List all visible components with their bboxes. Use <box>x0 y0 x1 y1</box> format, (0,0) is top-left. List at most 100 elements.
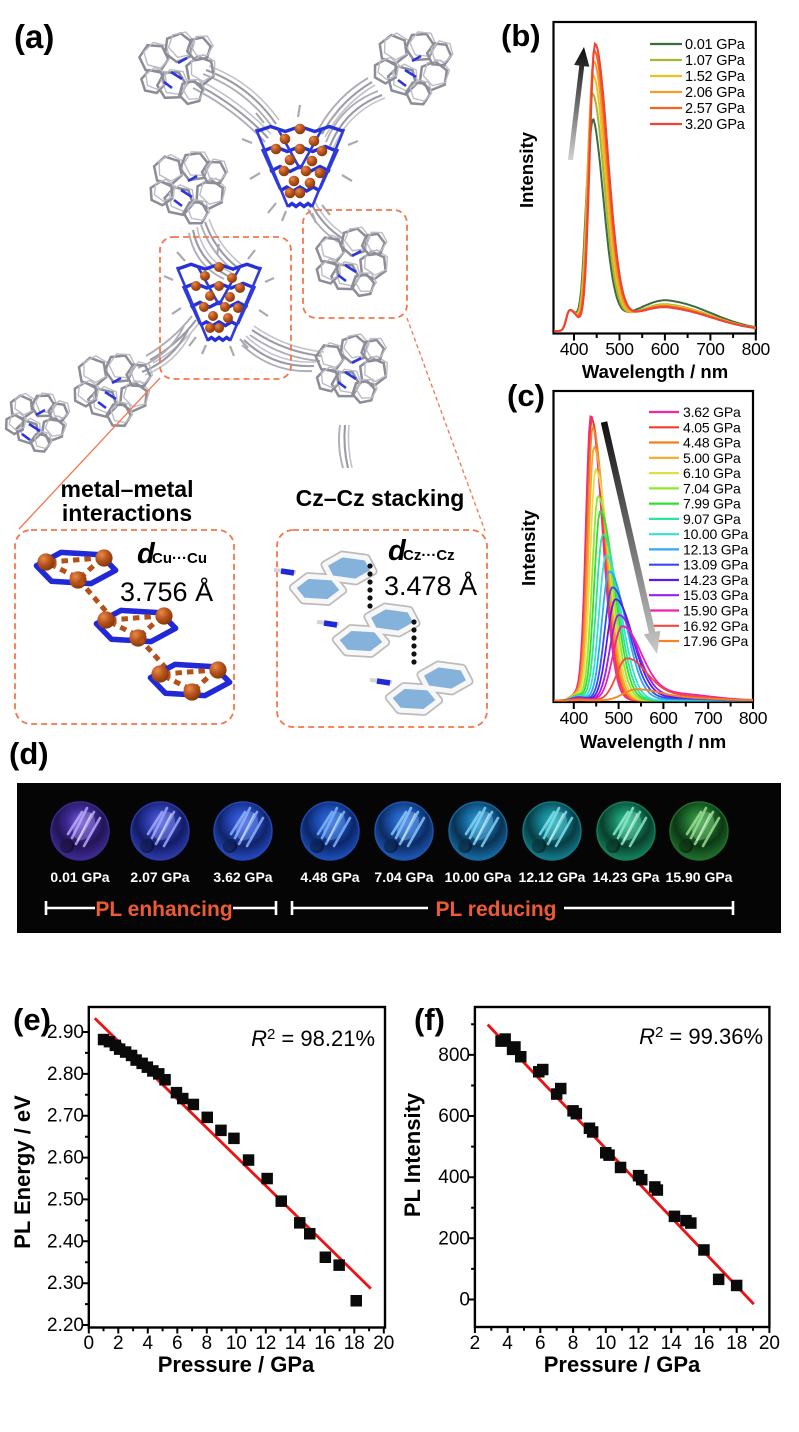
svg-text:4.48 GPa: 4.48 GPa <box>683 435 741 451</box>
svg-text:12.13 GPa: 12.13 GPa <box>683 541 749 557</box>
svg-text:10.00 GPa: 10.00 GPa <box>445 869 512 885</box>
svg-text:d: d <box>137 538 156 570</box>
svg-text:17.96 GPa: 17.96 GPa <box>683 633 749 649</box>
svg-text:2: 2 <box>470 1333 481 1354</box>
svg-text:15.90 GPa: 15.90 GPa <box>666 869 733 885</box>
svg-text:Intensity: Intensity <box>516 131 537 208</box>
svg-text:7.04 GPa: 7.04 GPa <box>374 869 433 885</box>
svg-text:(a): (a) <box>14 18 54 55</box>
svg-text:2.20: 2.20 <box>47 1315 84 1336</box>
svg-text:2.07 GPa: 2.07 GPa <box>130 869 189 885</box>
svg-text:0: 0 <box>84 1333 95 1354</box>
svg-text:2.30: 2.30 <box>47 1273 84 1294</box>
svg-text:6: 6 <box>172 1333 183 1354</box>
svg-text:10.00 GPa: 10.00 GPa <box>683 526 749 542</box>
svg-text:(b): (b) <box>501 18 541 53</box>
svg-text:700: 700 <box>696 339 725 359</box>
svg-text:5.00 GPa: 5.00 GPa <box>683 450 741 466</box>
svg-text:Cz···Cz: Cz···Cz <box>403 547 455 564</box>
svg-text:2.50: 2.50 <box>47 1189 84 1210</box>
svg-text:600: 600 <box>438 1106 470 1127</box>
svg-text:0: 0 <box>459 1290 470 1311</box>
svg-text:15.03 GPa: 15.03 GPa <box>683 587 749 603</box>
svg-text:R2 = 99.36%: R2 = 99.36% <box>639 1024 763 1049</box>
svg-text:9.07 GPa: 9.07 GPa <box>683 511 741 527</box>
svg-text:2.57 GPa: 2.57 GPa <box>685 101 746 117</box>
svg-text:4.05 GPa: 4.05 GPa <box>683 419 741 435</box>
svg-text:(c): (c) <box>507 378 545 413</box>
svg-text:1.07 GPa: 1.07 GPa <box>685 53 746 69</box>
svg-text:2.70: 2.70 <box>47 1106 84 1127</box>
svg-text:Wavelength / nm: Wavelength / nm <box>582 361 728 382</box>
svg-text:700: 700 <box>694 708 723 728</box>
svg-text:20: 20 <box>759 1333 780 1354</box>
svg-text:Pressure / GPa: Pressure / GPa <box>158 1352 315 1377</box>
svg-text:3.20 GPa: 3.20 GPa <box>685 117 746 133</box>
svg-text:3.756 Å: 3.756 Å <box>120 576 213 607</box>
svg-text:800: 800 <box>742 339 771 359</box>
svg-text:Cz–Cz stacking: Cz–Cz stacking <box>296 485 465 511</box>
svg-text:8: 8 <box>202 1333 213 1354</box>
svg-text:14: 14 <box>661 1333 683 1354</box>
svg-text:10: 10 <box>595 1333 616 1354</box>
svg-text:4: 4 <box>143 1333 154 1354</box>
svg-text:3.62 GPa: 3.62 GPa <box>213 869 272 885</box>
svg-text:1.52 GPa: 1.52 GPa <box>685 69 746 85</box>
svg-text:10: 10 <box>226 1333 247 1354</box>
svg-text:16.92 GPa: 16.92 GPa <box>683 618 749 634</box>
svg-text:0.01 GPa: 0.01 GPa <box>685 37 746 53</box>
svg-text:6.10 GPa: 6.10 GPa <box>683 465 741 481</box>
svg-text:7.99 GPa: 7.99 GPa <box>683 496 741 512</box>
svg-text:2.60: 2.60 <box>47 1148 84 1169</box>
svg-text:14.23 GPa: 14.23 GPa <box>593 869 660 885</box>
svg-text:d: d <box>388 535 407 567</box>
svg-text:500: 500 <box>604 708 633 728</box>
svg-text:200: 200 <box>438 1228 470 1249</box>
svg-text:6: 6 <box>535 1333 546 1354</box>
svg-text:Pressure / GPa: Pressure / GPa <box>544 1352 701 1377</box>
svg-text:13.09 GPa: 13.09 GPa <box>683 557 749 573</box>
svg-text:(f): (f) <box>414 1002 445 1037</box>
svg-text:15.90 GPa: 15.90 GPa <box>683 603 749 619</box>
svg-text:R2 = 98.21%: R2 = 98.21% <box>251 1026 375 1051</box>
svg-text:3.478 Å: 3.478 Å <box>384 570 477 601</box>
svg-text:Wavelength / nm: Wavelength / nm <box>580 731 726 752</box>
svg-text:2: 2 <box>113 1333 124 1354</box>
svg-text:metal–metal: metal–metal <box>61 476 194 502</box>
svg-text:8: 8 <box>568 1333 579 1354</box>
svg-text:16: 16 <box>693 1333 714 1354</box>
svg-text:2.40: 2.40 <box>47 1231 84 1252</box>
svg-text:400: 400 <box>560 708 589 728</box>
svg-text:2.80: 2.80 <box>47 1064 84 1085</box>
svg-text:PL enhancing: PL enhancing <box>95 898 232 921</box>
svg-text:14.23 GPa: 14.23 GPa <box>683 572 749 588</box>
svg-text:800: 800 <box>438 1045 470 1066</box>
svg-text:(d): (d) <box>9 736 49 771</box>
svg-text:7.04 GPa: 7.04 GPa <box>683 480 741 496</box>
svg-text:Cu···Cu: Cu···Cu <box>152 550 207 567</box>
svg-text:(e): (e) <box>13 1002 51 1037</box>
svg-text:3.62 GPa: 3.62 GPa <box>683 404 741 420</box>
svg-text:2.90: 2.90 <box>47 1022 84 1043</box>
svg-text:14: 14 <box>285 1333 307 1354</box>
svg-text:800: 800 <box>739 708 768 728</box>
svg-text:500: 500 <box>605 339 634 359</box>
svg-text:400: 400 <box>438 1167 470 1188</box>
svg-text:Intensity: Intensity <box>518 509 539 586</box>
svg-text:2.06 GPa: 2.06 GPa <box>685 85 746 101</box>
svg-text:12: 12 <box>628 1333 649 1354</box>
svg-text:20: 20 <box>373 1333 394 1354</box>
svg-text:400: 400 <box>560 339 589 359</box>
svg-text:600: 600 <box>649 708 678 728</box>
svg-text:18: 18 <box>344 1333 365 1354</box>
svg-text:12: 12 <box>255 1333 276 1354</box>
svg-text:PL Intensity: PL Intensity <box>400 1092 425 1217</box>
svg-text:4: 4 <box>502 1333 513 1354</box>
svg-text:4.48 GPa: 4.48 GPa <box>300 869 359 885</box>
svg-text:PL reducing: PL reducing <box>436 898 557 921</box>
svg-text:600: 600 <box>651 339 680 359</box>
svg-text:PL Energy / eV: PL Energy / eV <box>10 1095 35 1249</box>
svg-text:16: 16 <box>314 1333 335 1354</box>
svg-text:0.01 GPa: 0.01 GPa <box>50 869 109 885</box>
svg-text:interactions: interactions <box>62 500 192 526</box>
